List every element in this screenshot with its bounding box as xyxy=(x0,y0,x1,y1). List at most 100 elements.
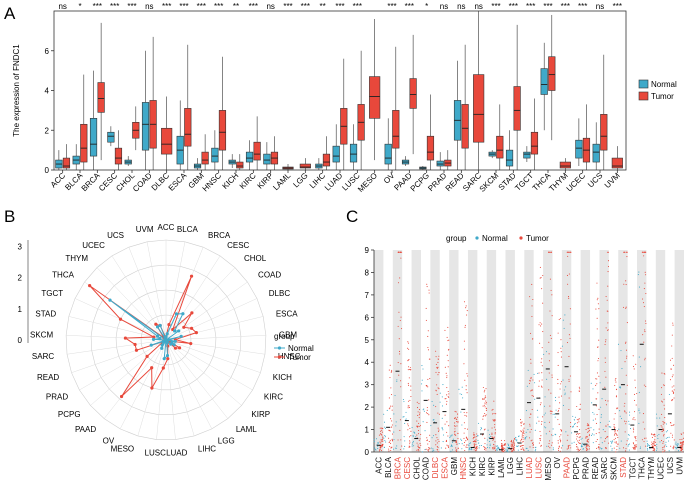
radar-axis-label: UVM xyxy=(136,225,154,234)
tumor-point xyxy=(598,339,600,341)
radar-spoke xyxy=(79,339,167,391)
tumor-point xyxy=(530,390,532,392)
tumor-point xyxy=(425,307,427,310)
tumor-point xyxy=(514,438,516,440)
normal-point xyxy=(432,435,435,437)
tumor-point xyxy=(521,434,523,436)
normal-point xyxy=(508,446,510,448)
tumor-point xyxy=(530,413,532,415)
normal-point xyxy=(384,426,386,428)
tumor-point xyxy=(617,443,619,445)
normal-point xyxy=(640,366,642,368)
normal-point xyxy=(525,431,527,433)
tumor-point xyxy=(409,399,411,401)
significance-label: *** xyxy=(197,2,206,11)
tumor-point xyxy=(605,399,607,401)
radar-axis-label: COAD xyxy=(258,270,281,279)
normal-series-point xyxy=(179,334,183,338)
tumor-point xyxy=(614,384,616,387)
tumor-point xyxy=(454,433,456,435)
tumor-point xyxy=(484,395,486,397)
significance-label: *** xyxy=(561,2,570,11)
tumor-point xyxy=(568,409,570,411)
x-tick-label: SKCM xyxy=(478,171,501,194)
tumor-point xyxy=(579,432,581,435)
tumor-point xyxy=(418,417,420,419)
tumor-point xyxy=(654,434,656,436)
tumor-point xyxy=(567,434,569,436)
normal-point xyxy=(656,435,658,437)
x-tick-label: THYM xyxy=(647,457,656,480)
normal-point xyxy=(468,444,470,446)
tumor-point xyxy=(428,447,430,449)
tumor-point xyxy=(588,434,591,436)
normal-point xyxy=(621,368,623,370)
tumor-point xyxy=(567,283,569,285)
normal-series-point xyxy=(149,343,153,347)
normal-point xyxy=(601,442,603,444)
tumor-point xyxy=(453,431,455,433)
tumor-point xyxy=(438,429,440,431)
tumor-point xyxy=(417,433,420,435)
legend-dot-normal xyxy=(277,346,282,350)
tumor-point xyxy=(644,331,646,333)
tumor-point xyxy=(426,421,428,424)
normal-series-point xyxy=(177,329,181,333)
tumor-point xyxy=(454,417,456,419)
tumor-point xyxy=(673,391,675,394)
tumor-point xyxy=(587,448,589,450)
tumor-point xyxy=(523,433,525,435)
tumor-point xyxy=(559,318,561,320)
tumor-point xyxy=(642,334,644,336)
significance-label: *** xyxy=(162,2,171,11)
tumor-point xyxy=(467,439,469,441)
tumor-point xyxy=(663,421,665,424)
tumor-point xyxy=(594,418,597,420)
normal-point xyxy=(675,441,677,443)
panel-a-boxplot: The expression of FNDC10246ACCnsBLCA*BRC… xyxy=(12,2,677,194)
tumor-point xyxy=(541,385,543,387)
normal-point xyxy=(384,434,386,437)
tumor-point xyxy=(492,408,494,410)
tumor-point xyxy=(579,448,581,450)
tumor-point xyxy=(464,326,466,328)
tumor-point xyxy=(540,444,542,446)
normal-point xyxy=(655,413,658,415)
tumor-point xyxy=(653,446,655,448)
tumor-point xyxy=(463,422,465,424)
tumor-point xyxy=(475,449,477,451)
tumor-point xyxy=(617,436,619,439)
radar-spoke xyxy=(165,339,261,373)
legend-label-tumor: Tumor xyxy=(526,234,549,243)
tumor-point xyxy=(595,422,598,424)
normal-point xyxy=(534,398,536,400)
normal-point xyxy=(665,437,667,439)
normal-series-point xyxy=(161,339,165,344)
normal-point xyxy=(665,441,667,443)
tumor-point xyxy=(540,277,542,279)
normal-box xyxy=(141,102,150,151)
tumor-point xyxy=(541,323,543,325)
tumor-point xyxy=(446,386,448,389)
normal-point xyxy=(536,409,538,411)
radar-axis-label: ACC xyxy=(158,223,175,232)
tumor-point xyxy=(550,251,553,253)
tumor-point xyxy=(456,416,459,418)
tumor-point xyxy=(625,448,627,450)
tumor-point xyxy=(407,405,409,407)
band xyxy=(674,250,684,452)
tumor-point xyxy=(454,422,456,424)
tumor-point xyxy=(510,439,512,441)
tumor-point xyxy=(438,355,440,357)
tumor-point xyxy=(520,430,522,432)
normal-point xyxy=(593,413,595,415)
tumor-point xyxy=(560,441,562,443)
normal-series-point xyxy=(165,353,170,358)
y-tick-label: 3 xyxy=(365,381,370,390)
tumor-point xyxy=(566,251,569,253)
tumor-point xyxy=(485,409,487,411)
tumor-point xyxy=(400,386,402,388)
tumor-point xyxy=(512,443,514,445)
normal-point xyxy=(617,343,620,345)
tumor-point xyxy=(391,409,393,411)
